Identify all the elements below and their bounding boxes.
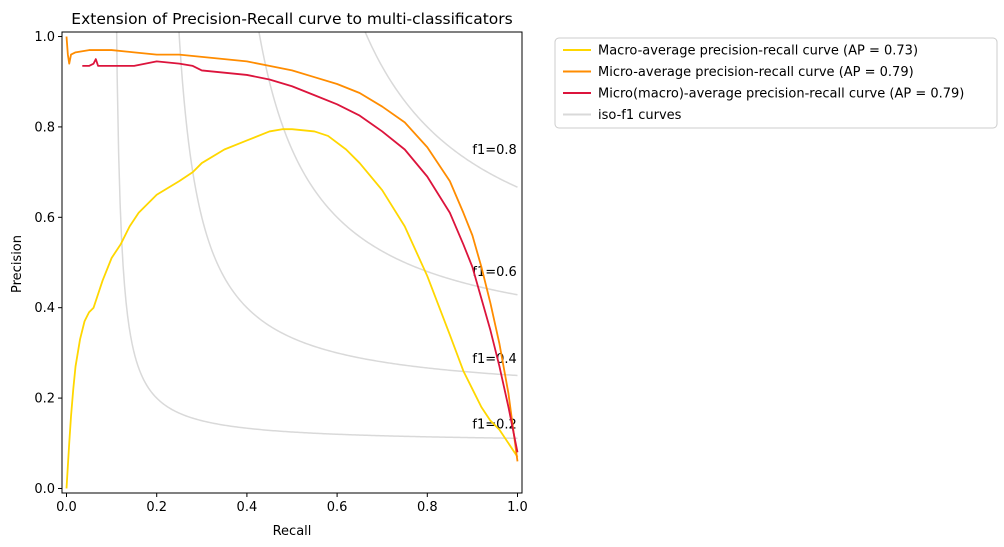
x-tick-label: 0.0: [56, 500, 77, 515]
x-tick-label: 1.0: [507, 500, 528, 515]
x-axis-label: Recall: [273, 524, 312, 539]
y-tick-label: 0.6: [34, 211, 55, 226]
series-lines: [65, 36, 519, 489]
y-tick-label: 0.2: [34, 392, 55, 407]
series-line-1: [65, 128, 519, 489]
iso-f1-label: f1=0.8: [472, 143, 516, 158]
legend-entry: Micro(macro)-average precision-recall cu…: [598, 87, 964, 102]
legend-box: [554, 37, 998, 129]
x-tick-label: 0.6: [327, 500, 348, 515]
plot-area: f1=0.2f1=0.4f1=0.6f1=0.8 0.0 0.2 0.4 0.6 0.8…: [34, 30, 528, 515]
x-tick-label: 0.2: [146, 500, 167, 515]
y-axis-label: Precision: [10, 235, 25, 293]
y-tick-label: 0.8: [34, 120, 55, 135]
x-tick-label: 0.4: [237, 500, 258, 515]
y-tick-label: 0.0: [34, 482, 55, 497]
chart-title: Extension of Precision-Recall curve to m…: [71, 10, 512, 28]
iso-f1-curve: [364, 32, 518, 188]
y-tick-label: 0.4: [34, 301, 55, 316]
legend: Macro-average precision-recall curve (AP…: [554, 37, 998, 129]
series-line-2: [65, 36, 519, 462]
x-axis-ticks: 0.0 0.2 0.4 0.6 0.8 1.0: [56, 493, 528, 515]
y-tick-label: 1.0: [34, 30, 55, 45]
iso-f1-curve: [178, 32, 518, 377]
x-tick-label: 0.8: [417, 500, 438, 515]
iso-f1-curve: [258, 32, 518, 296]
y-axis-ticks: 0.0 0.2 0.4 0.6 0.8 1.0: [34, 30, 62, 497]
series-line-3: [82, 58, 519, 453]
iso-f1-curve: [115, 32, 518, 440]
legend-entry: Macro-average precision-recall curve (AP…: [598, 44, 918, 59]
iso-f1-curves: [115, 32, 518, 440]
legend-entry: iso-f1 curves: [598, 108, 682, 123]
axes-frame: [61, 31, 523, 494]
legend-entry: Micro-average precision-recall curve (AP…: [598, 65, 914, 80]
iso-f1-label: f1=0.4: [472, 352, 516, 367]
iso-f1-label: f1=0.6: [472, 265, 516, 280]
